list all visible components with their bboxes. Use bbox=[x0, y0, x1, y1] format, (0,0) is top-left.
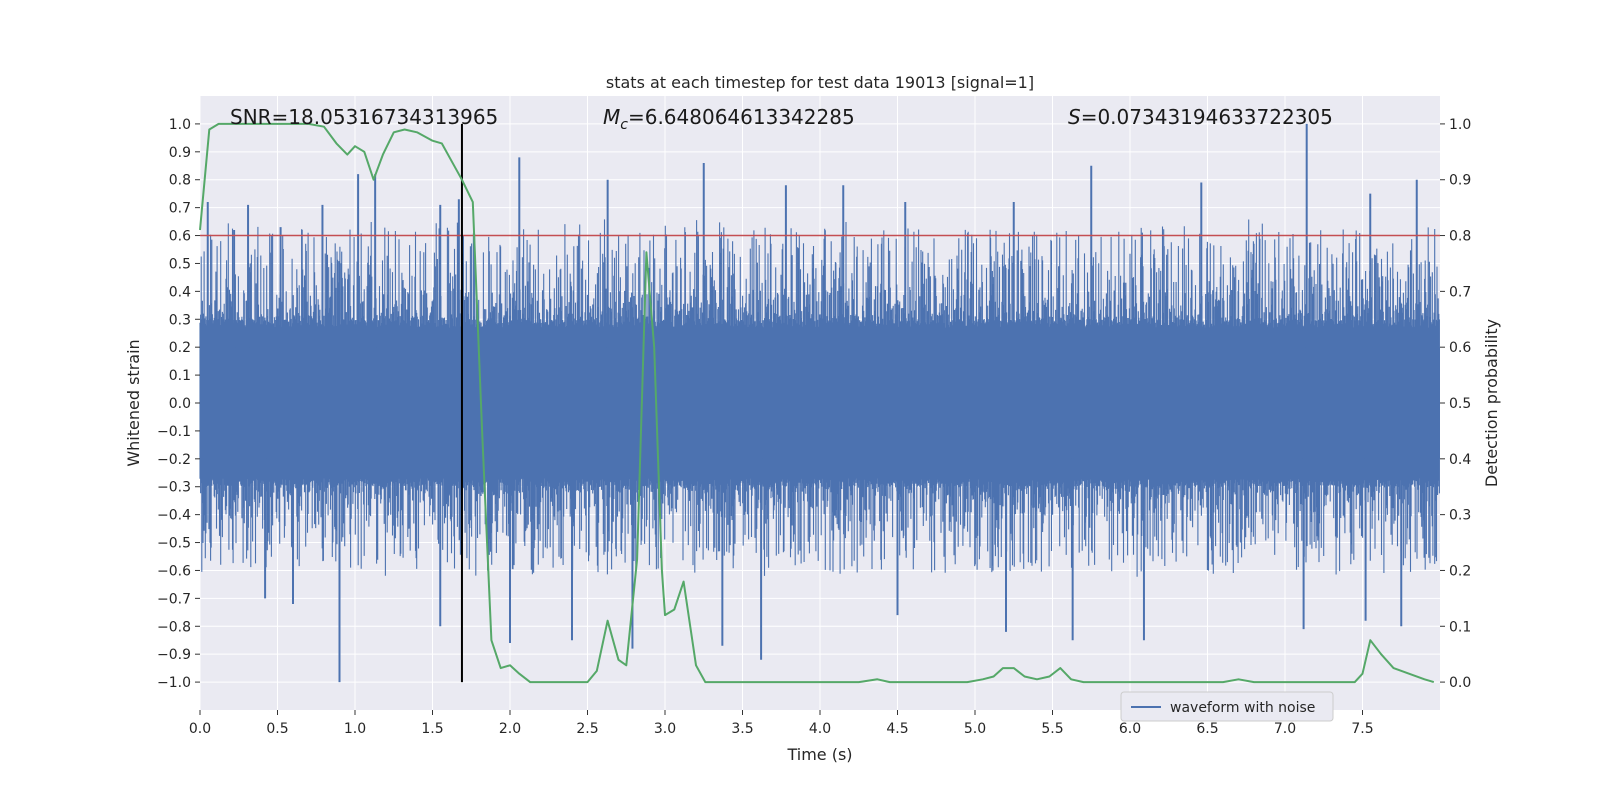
y-axis-label: Whitened strain bbox=[124, 339, 143, 466]
x-tick-label: 3.5 bbox=[731, 721, 753, 737]
y2-tick-label: 0.7 bbox=[1449, 284, 1471, 300]
y-axis-ticks: 1.0 0.9 0.8 0.7 0.6 0.5 0.4 0.3 0.2 0.1 0.0 −0.1 −0.… bbox=[157, 117, 200, 691]
chart-title: stats at each timestep for test data 190… bbox=[606, 73, 1034, 92]
chirp-mass-annotation: Mc=6.648064613342285 bbox=[603, 105, 855, 133]
x-tick-label: 4.0 bbox=[809, 721, 831, 737]
x-tick-label: 2.5 bbox=[576, 721, 598, 737]
y-tick-label: 0.2 bbox=[169, 340, 191, 356]
y-tick-label: −0.9 bbox=[157, 647, 191, 663]
y-tick-label: −0.6 bbox=[157, 563, 191, 579]
y2-tick-label: 0.2 bbox=[1449, 563, 1471, 579]
y2-tick-label: 0.1 bbox=[1449, 619, 1471, 635]
x-tick-label: 1.5 bbox=[421, 721, 443, 737]
x-tick-label: 6.0 bbox=[1119, 721, 1141, 737]
y2-tick-label: 0.9 bbox=[1449, 173, 1471, 189]
y-tick-label: 0.0 bbox=[169, 396, 191, 412]
x-tick-label: 1.0 bbox=[344, 721, 366, 737]
x-tick-label: 0.5 bbox=[266, 721, 288, 737]
x-tick-label: 6.5 bbox=[1196, 721, 1218, 737]
legend-box bbox=[1120, 691, 1334, 722]
y-tick-label: 0.1 bbox=[169, 368, 191, 384]
y-tick-label: −0.2 bbox=[157, 452, 191, 468]
waveform-core-band bbox=[200, 347, 1440, 459]
y-tick-label: 0.4 bbox=[169, 284, 191, 300]
y-tick-label: 0.9 bbox=[169, 145, 191, 161]
y2-tick-label: 0.5 bbox=[1449, 396, 1471, 412]
y-tick-label: −0.4 bbox=[157, 508, 191, 524]
x-tick-label: 0.0 bbox=[189, 721, 211, 737]
y2-axis-ticks: 1.0 0.9 0.8 0.7 0.6 0.5 0.4 0.3 0.2 0.1 0.0 bbox=[1440, 117, 1471, 691]
y-tick-label: 0.7 bbox=[169, 201, 191, 217]
y-tick-label: 0.8 bbox=[169, 173, 191, 189]
waveform-series bbox=[199, 123, 1440, 683]
y-tick-label: −0.3 bbox=[157, 480, 191, 496]
x-tick-label: 2.0 bbox=[499, 721, 521, 737]
legend-entry-waveform: waveform with noise bbox=[1170, 700, 1315, 716]
s-value: =0.07343194633722305 bbox=[1081, 105, 1333, 129]
detection-probability-line bbox=[199, 122, 1435, 684]
chirp-mass-subscript: c bbox=[620, 117, 628, 133]
y-tick-label: −0.8 bbox=[157, 619, 191, 635]
y-tick-label: −1.0 bbox=[157, 675, 191, 691]
x-tick-label: 4.5 bbox=[886, 721, 908, 737]
y2-tick-label: 0.0 bbox=[1449, 675, 1471, 691]
x-tick-label: 3.0 bbox=[654, 721, 676, 737]
y2-axis-label: Detection probability bbox=[1482, 319, 1501, 487]
y-tick-label: −0.1 bbox=[157, 424, 191, 440]
snr-annotation: SNR=18.05316734313965 bbox=[230, 105, 498, 129]
chirp-mass-value: =6.648064613342285 bbox=[628, 105, 855, 129]
y2-tick-label: 0.3 bbox=[1449, 508, 1471, 524]
x-tick-label: 7.5 bbox=[1351, 721, 1373, 737]
y-tick-label: 0.5 bbox=[169, 256, 191, 272]
y-tick-label: −0.5 bbox=[157, 536, 191, 552]
y2-tick-label: 1.0 bbox=[1449, 117, 1471, 133]
x-axis-label: Time (s) bbox=[786, 745, 852, 764]
legend: waveform with noise bbox=[1120, 691, 1334, 722]
x-tick-label: 5.0 bbox=[964, 721, 986, 737]
x-tick-label: 7.0 bbox=[1274, 721, 1296, 737]
x-tick-label: 5.5 bbox=[1041, 721, 1063, 737]
chirp-mass-symbol: M bbox=[603, 105, 620, 129]
y2-tick-label: 0.6 bbox=[1449, 340, 1471, 356]
x-axis-ticks: 0.0 0.5 1.0 1.5 2.0 2.5 3.0 3.5 4.0 4.5 5.0 5.5 6.0 6… bbox=[189, 710, 1374, 737]
y-tick-label: 1.0 bbox=[169, 117, 191, 133]
y-tick-label: −0.7 bbox=[157, 591, 191, 607]
y-tick-label: 0.6 bbox=[169, 229, 191, 245]
overlay-lines bbox=[199, 122, 1440, 684]
y2-tick-label: 0.8 bbox=[1449, 229, 1471, 245]
s-symbol: S bbox=[1068, 105, 1081, 129]
y2-tick-label: 0.4 bbox=[1449, 452, 1471, 468]
y-tick-label: 0.3 bbox=[169, 312, 191, 328]
s-annotation: S=0.07343194633722305 bbox=[1068, 105, 1333, 129]
